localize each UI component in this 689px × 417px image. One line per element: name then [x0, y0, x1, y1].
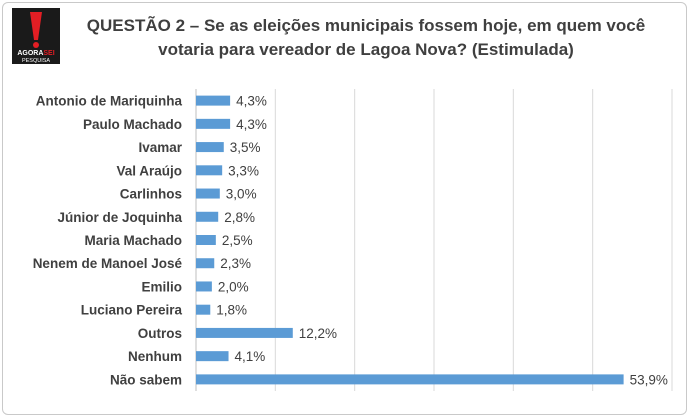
bar	[196, 95, 231, 106]
category-label: Paulo Machado	[83, 117, 182, 132]
value-label: 2,3%	[220, 256, 251, 271]
category-label: Antonio de Mariquinha	[36, 94, 183, 109]
bar	[196, 211, 219, 222]
bar	[196, 258, 215, 269]
category-label: Outros	[138, 326, 182, 341]
bar	[196, 304, 211, 315]
bar	[196, 235, 216, 245]
bar	[196, 281, 212, 292]
chart-title-line-1: QUESTÃO 2 – Se as eleições municipais fo…	[86, 16, 646, 35]
value-label: 2,8%	[224, 210, 255, 225]
category-label: Nenem de Manoel José	[33, 256, 183, 271]
logo-subtext: PESQUISA	[22, 58, 50, 64]
bar	[196, 188, 220, 199]
agorasei-logo: AGORASEI PESQUISA	[12, 8, 60, 64]
value-label: 1,8%	[216, 303, 247, 318]
value-label: 53,9%	[630, 372, 668, 387]
value-label: 4,3%	[236, 94, 267, 109]
category-label: Júnior de Joquinha	[57, 210, 182, 225]
bar	[196, 118, 231, 129]
category-label: Val Araújo	[116, 163, 182, 178]
value-label: 3,5%	[230, 140, 261, 155]
value-label: 2,0%	[218, 279, 249, 294]
chart-title-line-2: votaria para vereador de Lagoa Nova? (Es…	[158, 40, 574, 59]
category-label: Não sabem	[110, 372, 182, 387]
chart-title: QUESTÃO 2 – Se as eleições municipais fo…	[66, 14, 666, 62]
bar	[196, 142, 224, 153]
bar	[196, 374, 624, 385]
category-label: Nenhum	[128, 349, 182, 364]
bar	[196, 351, 229, 362]
grid-lines	[195, 89, 673, 391]
category-label: Luciano Pereira	[81, 303, 183, 318]
value-labels: 4,3% 4,3% 3,5% 3,3% 3,0% 2,8% 2,5% 2,3% 2,0% 1,8%…	[216, 94, 668, 388]
bar-series	[196, 95, 624, 385]
bar	[196, 165, 223, 176]
category-label: Carlinhos	[120, 187, 182, 202]
logo-brand-text: AGORASEI	[17, 50, 54, 57]
category-labels: Antonio de Mariquinha Paulo Machado Ivamar…	[33, 94, 183, 388]
value-label: 2,5%	[222, 233, 253, 248]
bar	[196, 327, 293, 338]
value-label: 4,3%	[236, 117, 267, 132]
value-label: 12,2%	[299, 326, 337, 341]
value-label: 4,1%	[235, 349, 266, 364]
value-label: 3,3%	[228, 163, 259, 178]
value-label: 3,0%	[226, 187, 257, 202]
category-label: Ivamar	[138, 140, 182, 155]
category-label: Emilio	[141, 279, 182, 294]
logo-exclamation-bar	[30, 12, 42, 40]
logo-exclamation-dot	[33, 42, 39, 48]
category-label: Maria Machado	[84, 233, 182, 248]
